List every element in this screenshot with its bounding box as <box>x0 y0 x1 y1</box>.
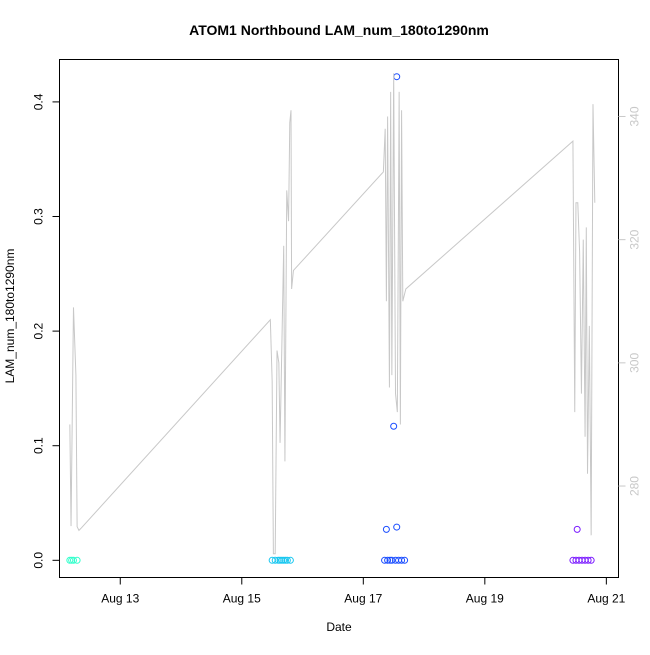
data-point <box>393 523 401 531</box>
series-line <box>69 73 596 555</box>
data-point <box>282 556 290 564</box>
data-point <box>73 556 81 564</box>
y2-tick-label: 320 <box>628 229 642 249</box>
x-tick-label: Aug 17 <box>344 592 382 606</box>
chart-title: ATOM1 Northbound LAM_num_180to1290nm <box>189 22 489 38</box>
data-point <box>68 556 76 564</box>
data-point <box>401 556 409 564</box>
y-tick-label: 0.4 <box>32 93 46 110</box>
x-tick-label: Aug 21 <box>587 592 625 606</box>
data-point <box>286 556 294 564</box>
data-point <box>384 556 392 564</box>
y2-tick-label: 280 <box>628 476 642 496</box>
y2-tick-label: 340 <box>628 106 642 126</box>
y-tick-label: 0.3 <box>32 208 46 225</box>
x-axis-label: Date <box>326 620 352 634</box>
plot-frame <box>59 59 619 578</box>
data-point <box>69 556 77 564</box>
data-point <box>573 525 581 533</box>
data-point <box>381 556 389 564</box>
y-tick-label: 0.0 <box>32 552 46 569</box>
data-point <box>66 556 74 564</box>
x-tick-label: Aug 15 <box>223 592 261 606</box>
marks-layer: Aug 13 Aug 15 Aug 17 Aug 19 Aug 21 0.0 0.1 0.2 0… <box>32 73 642 606</box>
y2-tick-label: 300 <box>628 353 642 373</box>
y-tick-label: 0.1 <box>32 437 46 454</box>
data-point <box>390 422 398 430</box>
data-point <box>278 556 286 564</box>
x-tick-label: Aug 19 <box>466 592 504 606</box>
data-point <box>386 556 394 564</box>
x-tick-label: Aug 13 <box>101 592 139 606</box>
y-tick-label: 0.2 <box>32 322 46 339</box>
data-point <box>388 556 396 564</box>
data-point <box>280 556 288 564</box>
data-point <box>587 556 595 564</box>
y-axis-label: LAM_num_180to1290nm <box>3 249 17 384</box>
data-point <box>274 556 282 564</box>
data-point <box>271 556 279 564</box>
data-point <box>584 556 592 564</box>
data-point <box>283 556 291 564</box>
data-point <box>276 556 284 564</box>
data-point <box>398 556 406 564</box>
data-point <box>382 525 390 533</box>
